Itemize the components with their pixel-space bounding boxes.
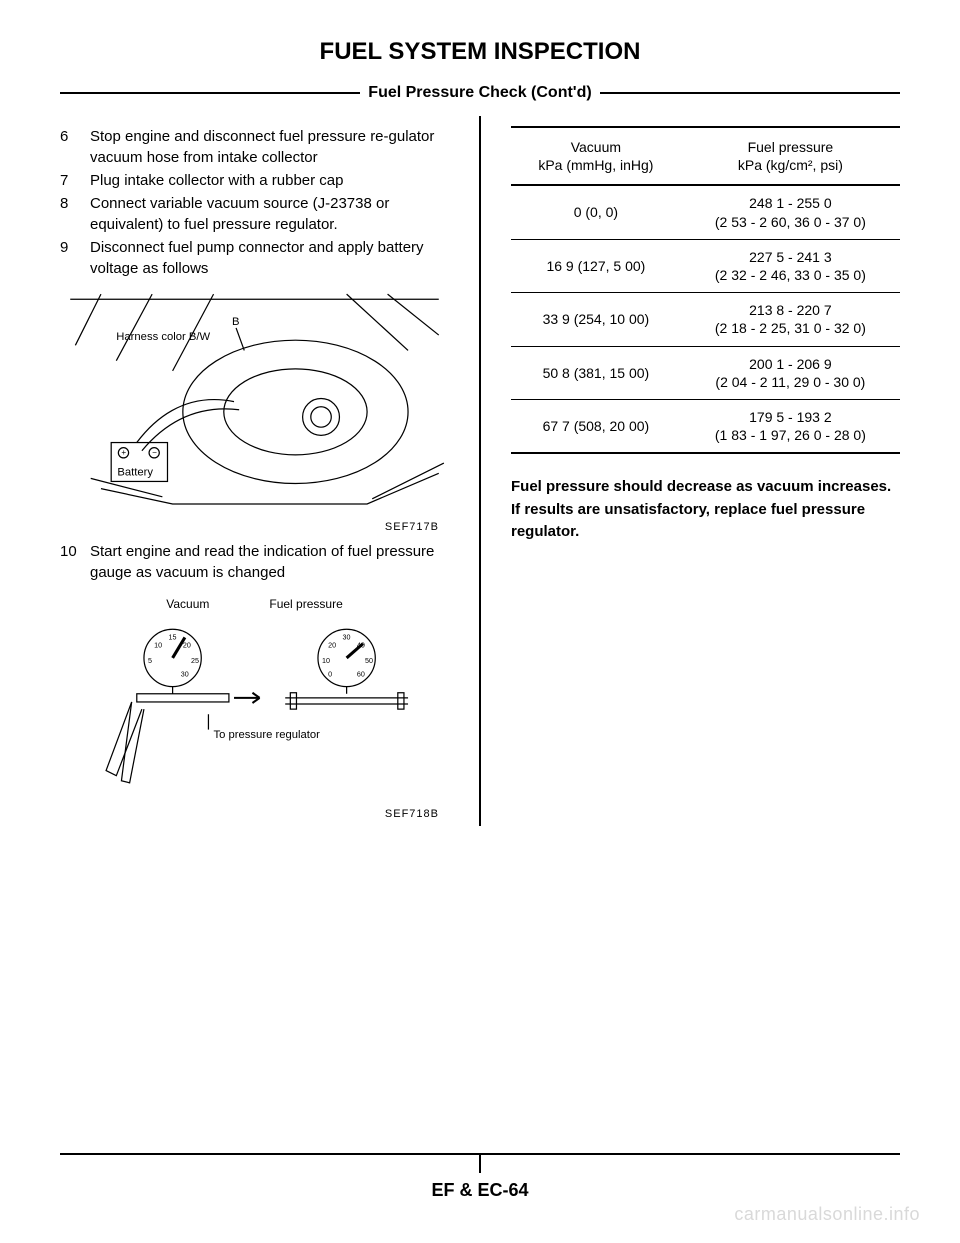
conclusion-note: Fuel pressure should decrease as vacuum …	[511, 476, 900, 544]
subtitle-row: Fuel Pressure Check (Cont'd)	[60, 84, 900, 102]
step-item: 10 Start engine and read the indication …	[60, 541, 449, 583]
col-vacuum-header: Vacuum kPa (mmHg, inHg)	[511, 127, 681, 185]
figure-code: SEF717B	[60, 521, 449, 533]
step-item: 6 Stop engine and disconnect fuel pressu…	[60, 126, 449, 168]
rule-right	[600, 92, 900, 94]
svg-text:40: 40	[357, 642, 365, 650]
watermark: carmanualsonline.info	[734, 1204, 920, 1225]
figure-battery-diagram: + − B Harness color B/W Battery SEF717B	[60, 289, 449, 533]
svg-text:0: 0	[328, 671, 332, 679]
bottom-divider-stub	[479, 1155, 481, 1173]
table-row: 0 (0, 0) 248 1 - 255 0(2 53 - 2 60, 36 0…	[511, 185, 900, 239]
svg-text:+: +	[121, 448, 126, 457]
column-divider	[479, 116, 481, 826]
battery-label: Battery	[117, 466, 153, 478]
svg-text:30: 30	[343, 634, 351, 642]
svg-text:−: −	[152, 448, 157, 457]
svg-text:50: 50	[365, 657, 373, 665]
page-title: FUEL SYSTEM INSPECTION	[60, 38, 900, 66]
col-pressure-header: Fuel pressure kPa (kg/cm², psi)	[681, 127, 900, 185]
svg-text:30: 30	[181, 671, 189, 679]
step-number: 9	[60, 237, 90, 279]
step-number: 8	[60, 193, 90, 235]
right-column: Vacuum kPa (mmHg, inHg) Fuel pressure kP…	[511, 126, 900, 826]
vacuum-cell: 16 9 (127, 5 00)	[511, 239, 681, 292]
svg-text:20: 20	[328, 642, 336, 650]
pressure-cell: 213 8 - 220 7(2 18 - 2 25, 31 0 - 32 0)	[681, 293, 900, 346]
step-item: 9 Disconnect fuel pump connector and app…	[60, 237, 449, 279]
pressure-gauge-title: Fuel pressure	[269, 597, 342, 611]
table-header: Vacuum kPa (mmHg, inHg) Fuel pressure kP…	[511, 127, 900, 185]
page-number: EF & EC-64	[0, 1180, 960, 1201]
svg-text:15: 15	[169, 634, 177, 642]
rule-left	[60, 92, 360, 94]
step-item: 7 Plug intake collector with a rubber ca…	[60, 170, 449, 191]
pressure-cell: 200 1 - 206 9(2 04 - 2 11, 29 0 - 30 0)	[681, 346, 900, 399]
svg-text:25: 25	[191, 657, 199, 665]
step-text: Start engine and read the indication of …	[90, 541, 449, 583]
figure-gauges: Vacuum Fuel pressure 5 10 15 20 25	[60, 597, 449, 820]
step-number: 7	[60, 170, 90, 191]
steps-list: 6 Stop engine and disconnect fuel pressu…	[60, 126, 449, 279]
step-item: 8 Connect variable vacuum source (J-2373…	[60, 193, 449, 235]
step-number: 10	[60, 541, 90, 583]
vacuum-cell: 67 7 (508, 20 00)	[511, 399, 681, 453]
step-text: Disconnect fuel pump connector and apply…	[90, 237, 449, 279]
svg-text:10: 10	[154, 642, 162, 650]
svg-text:10: 10	[322, 657, 330, 665]
vacuum-cell: 50 8 (381, 15 00)	[511, 346, 681, 399]
step-10: 10 Start engine and read the indication …	[60, 541, 449, 583]
harness-label: Harness color B/W	[116, 331, 210, 343]
to-regulator-label: To pressure regulator	[214, 729, 321, 741]
step-text: Connect variable vacuum source (J-23738 …	[90, 193, 449, 235]
pressure-cell: 179 5 - 193 2(1 83 - 1 97, 26 0 - 28 0)	[681, 399, 900, 453]
table-row: 50 8 (381, 15 00) 200 1 - 206 9(2 04 - 2…	[511, 346, 900, 399]
step-number: 6	[60, 126, 90, 168]
svg-text:B: B	[232, 316, 240, 328]
vacuum-cell: 0 (0, 0)	[511, 185, 681, 239]
pressure-cell: 248 1 - 255 0(2 53 - 2 60, 36 0 - 37 0)	[681, 185, 900, 239]
table-row: 67 7 (508, 20 00) 179 5 - 193 2(1 83 - 1…	[511, 399, 900, 453]
vacuum-cell: 33 9 (254, 10 00)	[511, 293, 681, 346]
subtitle: Fuel Pressure Check (Cont'd)	[360, 84, 599, 102]
table-row: 33 9 (254, 10 00) 213 8 - 220 7(2 18 - 2…	[511, 293, 900, 346]
svg-text:20: 20	[183, 642, 191, 650]
vacuum-gauge-title: Vacuum	[166, 597, 209, 611]
pressure-cell: 227 5 - 241 3(2 32 - 2 46, 33 0 - 35 0)	[681, 239, 900, 292]
svg-text:60: 60	[357, 671, 365, 679]
gauges-svg: 5 10 15 20 25 30	[60, 617, 449, 801]
table-row: 16 9 (127, 5 00) 227 5 - 241 3(2 32 - 2 …	[511, 239, 900, 292]
left-column: 6 Stop engine and disconnect fuel pressu…	[60, 126, 449, 826]
step-text: Stop engine and disconnect fuel pressure…	[90, 126, 449, 168]
figure-code: SEF718B	[60, 808, 449, 820]
two-column-layout: 6 Stop engine and disconnect fuel pressu…	[60, 126, 900, 826]
svg-text:5: 5	[148, 657, 152, 665]
pressure-table: Vacuum kPa (mmHg, inHg) Fuel pressure kP…	[511, 126, 900, 454]
step-text: Plug intake collector with a rubber cap	[90, 170, 449, 191]
battery-diagram-svg: + − B Harness color B/W Battery	[60, 289, 449, 514]
